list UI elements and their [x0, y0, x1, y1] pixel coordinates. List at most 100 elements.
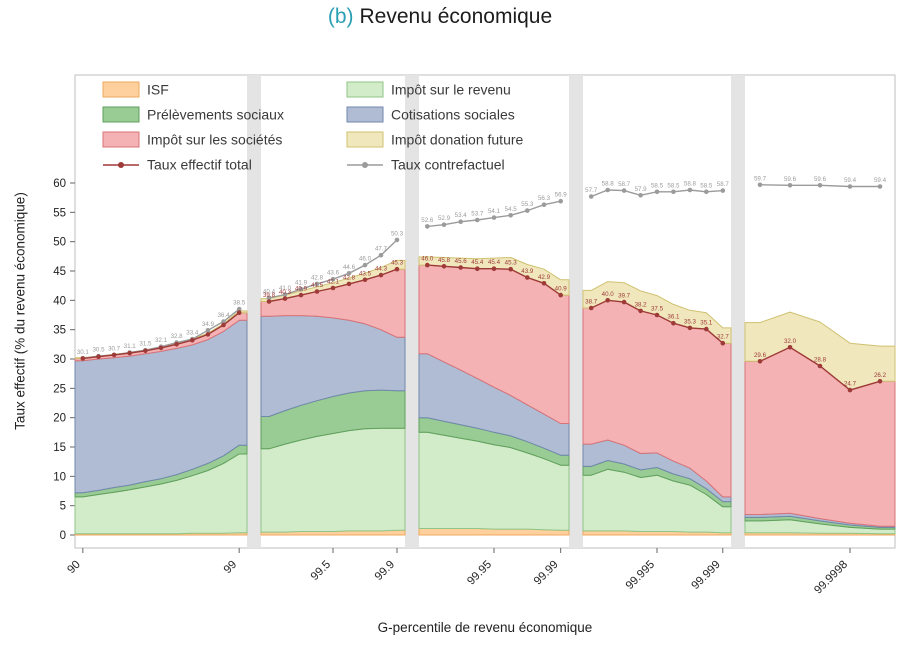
legend-label-cf: Taux contrefactuel: [391, 157, 505, 173]
legend-item-don: Impôt donation future: [346, 131, 524, 148]
data-label: 35.1: [700, 320, 713, 327]
data-label: 56.3: [538, 195, 551, 202]
marker: [330, 285, 336, 291]
y-tick-label: 35: [53, 325, 66, 337]
data-label: 42.1: [327, 279, 340, 286]
data-label: 43.9: [521, 268, 534, 275]
data-label: 29.6: [754, 352, 767, 359]
legend-item-ir: Impôt sur le revenu: [346, 81, 511, 98]
x-tick-label: 99: [222, 559, 240, 577]
counterfactual-line: 40.4 41.041.942.843.644.646.047.750.3: [263, 230, 404, 301]
separator-band: [569, 75, 583, 548]
data-label: 31.5: [139, 341, 152, 348]
legend-item-ps: Prélèvements sociaux: [102, 106, 284, 123]
y-tick-label: 15: [53, 442, 66, 454]
data-label: 43.6: [327, 270, 340, 277]
data-label: 34.9: [202, 321, 215, 328]
marker: [441, 264, 447, 269]
marker: [757, 182, 763, 188]
marker: [558, 198, 563, 204]
legend-item-cs: Cotisations sociales: [346, 106, 515, 123]
marker: [654, 189, 660, 195]
data-label: 45.4: [471, 259, 484, 266]
marker: [687, 325, 693, 331]
marker: [362, 262, 368, 268]
y-tick-label: 45: [53, 266, 66, 278]
data-label: 32.1: [155, 337, 168, 344]
data-label: 57.9: [635, 186, 648, 193]
marker: [221, 322, 226, 328]
marker: [266, 299, 272, 304]
data-label: 52.9: [438, 215, 451, 222]
marker: [704, 326, 709, 332]
marker: [190, 337, 195, 343]
data-label: 40.4: [263, 289, 276, 296]
marker: [96, 354, 101, 360]
marker: [80, 356, 86, 361]
data-label: 53.4: [455, 212, 468, 219]
chart-title-text: Revenu économique: [359, 5, 553, 28]
x-tick-label: 99.95: [465, 559, 494, 588]
marker: [720, 188, 726, 193]
data-label: 31.1: [124, 343, 137, 350]
marker: [638, 308, 643, 314]
data-label: 47.7: [375, 246, 388, 253]
data-label: 58.5: [667, 182, 680, 189]
marker: [475, 217, 480, 223]
marker: [621, 299, 627, 305]
legend-label-don: Impôt donation future: [391, 132, 524, 148]
x-tick-label: 90: [65, 559, 83, 577]
marker: [605, 298, 610, 303]
data-label: 38.5: [233, 300, 246, 307]
marker: [205, 328, 211, 333]
marker: [638, 193, 643, 198]
marker: [475, 266, 480, 272]
y-tick-label: 25: [53, 383, 66, 395]
legend-swatch-don: [346, 131, 384, 148]
legend-item-cf: Taux contrefactuel: [347, 157, 505, 173]
data-label: 58.5: [700, 182, 713, 189]
data-label: 39.7: [618, 293, 631, 300]
marker: [111, 352, 117, 358]
data-label: 58.7: [618, 181, 631, 188]
effective-total-line: 38.7 40.0 39.7 38.237.536.1 35.3 35.1 32.7: [585, 291, 729, 346]
y-axis: 0 5 10 15 20 25 30 35 40 45 50 55 60: [53, 178, 75, 542]
x-tick-label: 99.99: [532, 559, 561, 588]
legend-item-is: Impôt sur les sociétés: [102, 131, 282, 148]
x-tick-label: 99.9: [373, 559, 397, 583]
counterfactual-line: 59.7 59.6 59.6 59.4 59.4: [754, 175, 887, 189]
marker: [174, 342, 179, 347]
marker: [346, 271, 352, 276]
x-tick-label: 99.9998: [812, 559, 850, 597]
chart-title-prefix: (b): [327, 5, 354, 28]
data-label: 46.0: [359, 256, 372, 263]
panel-separators: [247, 75, 745, 548]
data-label: 45.3: [391, 260, 404, 267]
marker: [877, 379, 883, 384]
data-label: 30.5: [92, 347, 105, 354]
marker: [282, 296, 288, 301]
marker: [346, 281, 352, 287]
data-label: 59.4: [844, 177, 857, 184]
marker: [143, 348, 148, 354]
data-label: 53.7: [471, 211, 484, 218]
y-tick-label: 40: [53, 295, 66, 307]
legend-swatch-isf: [102, 81, 140, 98]
data-label: 30.7: [108, 345, 121, 352]
legend-label-isf: ISF: [147, 82, 169, 98]
effective-total-line: 46.0 45.8 45.6 45.4 45.4 45.343.942.940.9: [421, 256, 567, 298]
marker: [654, 312, 660, 318]
effective-total-line: 29.6 32.0 28.8 24.7 26.2: [754, 338, 887, 393]
data-label: 41.0: [279, 285, 292, 292]
marker: [127, 350, 132, 356]
marker: [671, 320, 676, 326]
marker: [757, 359, 763, 364]
y-tick-label: 5: [60, 501, 66, 513]
data-label: 58.7: [717, 181, 730, 188]
marker: [221, 319, 226, 324]
data-label: 24.7: [844, 381, 857, 388]
legend-label-ps: Prélèvements sociaux: [147, 107, 284, 123]
legend-label-is: Impôt sur les sociétés: [147, 132, 282, 148]
